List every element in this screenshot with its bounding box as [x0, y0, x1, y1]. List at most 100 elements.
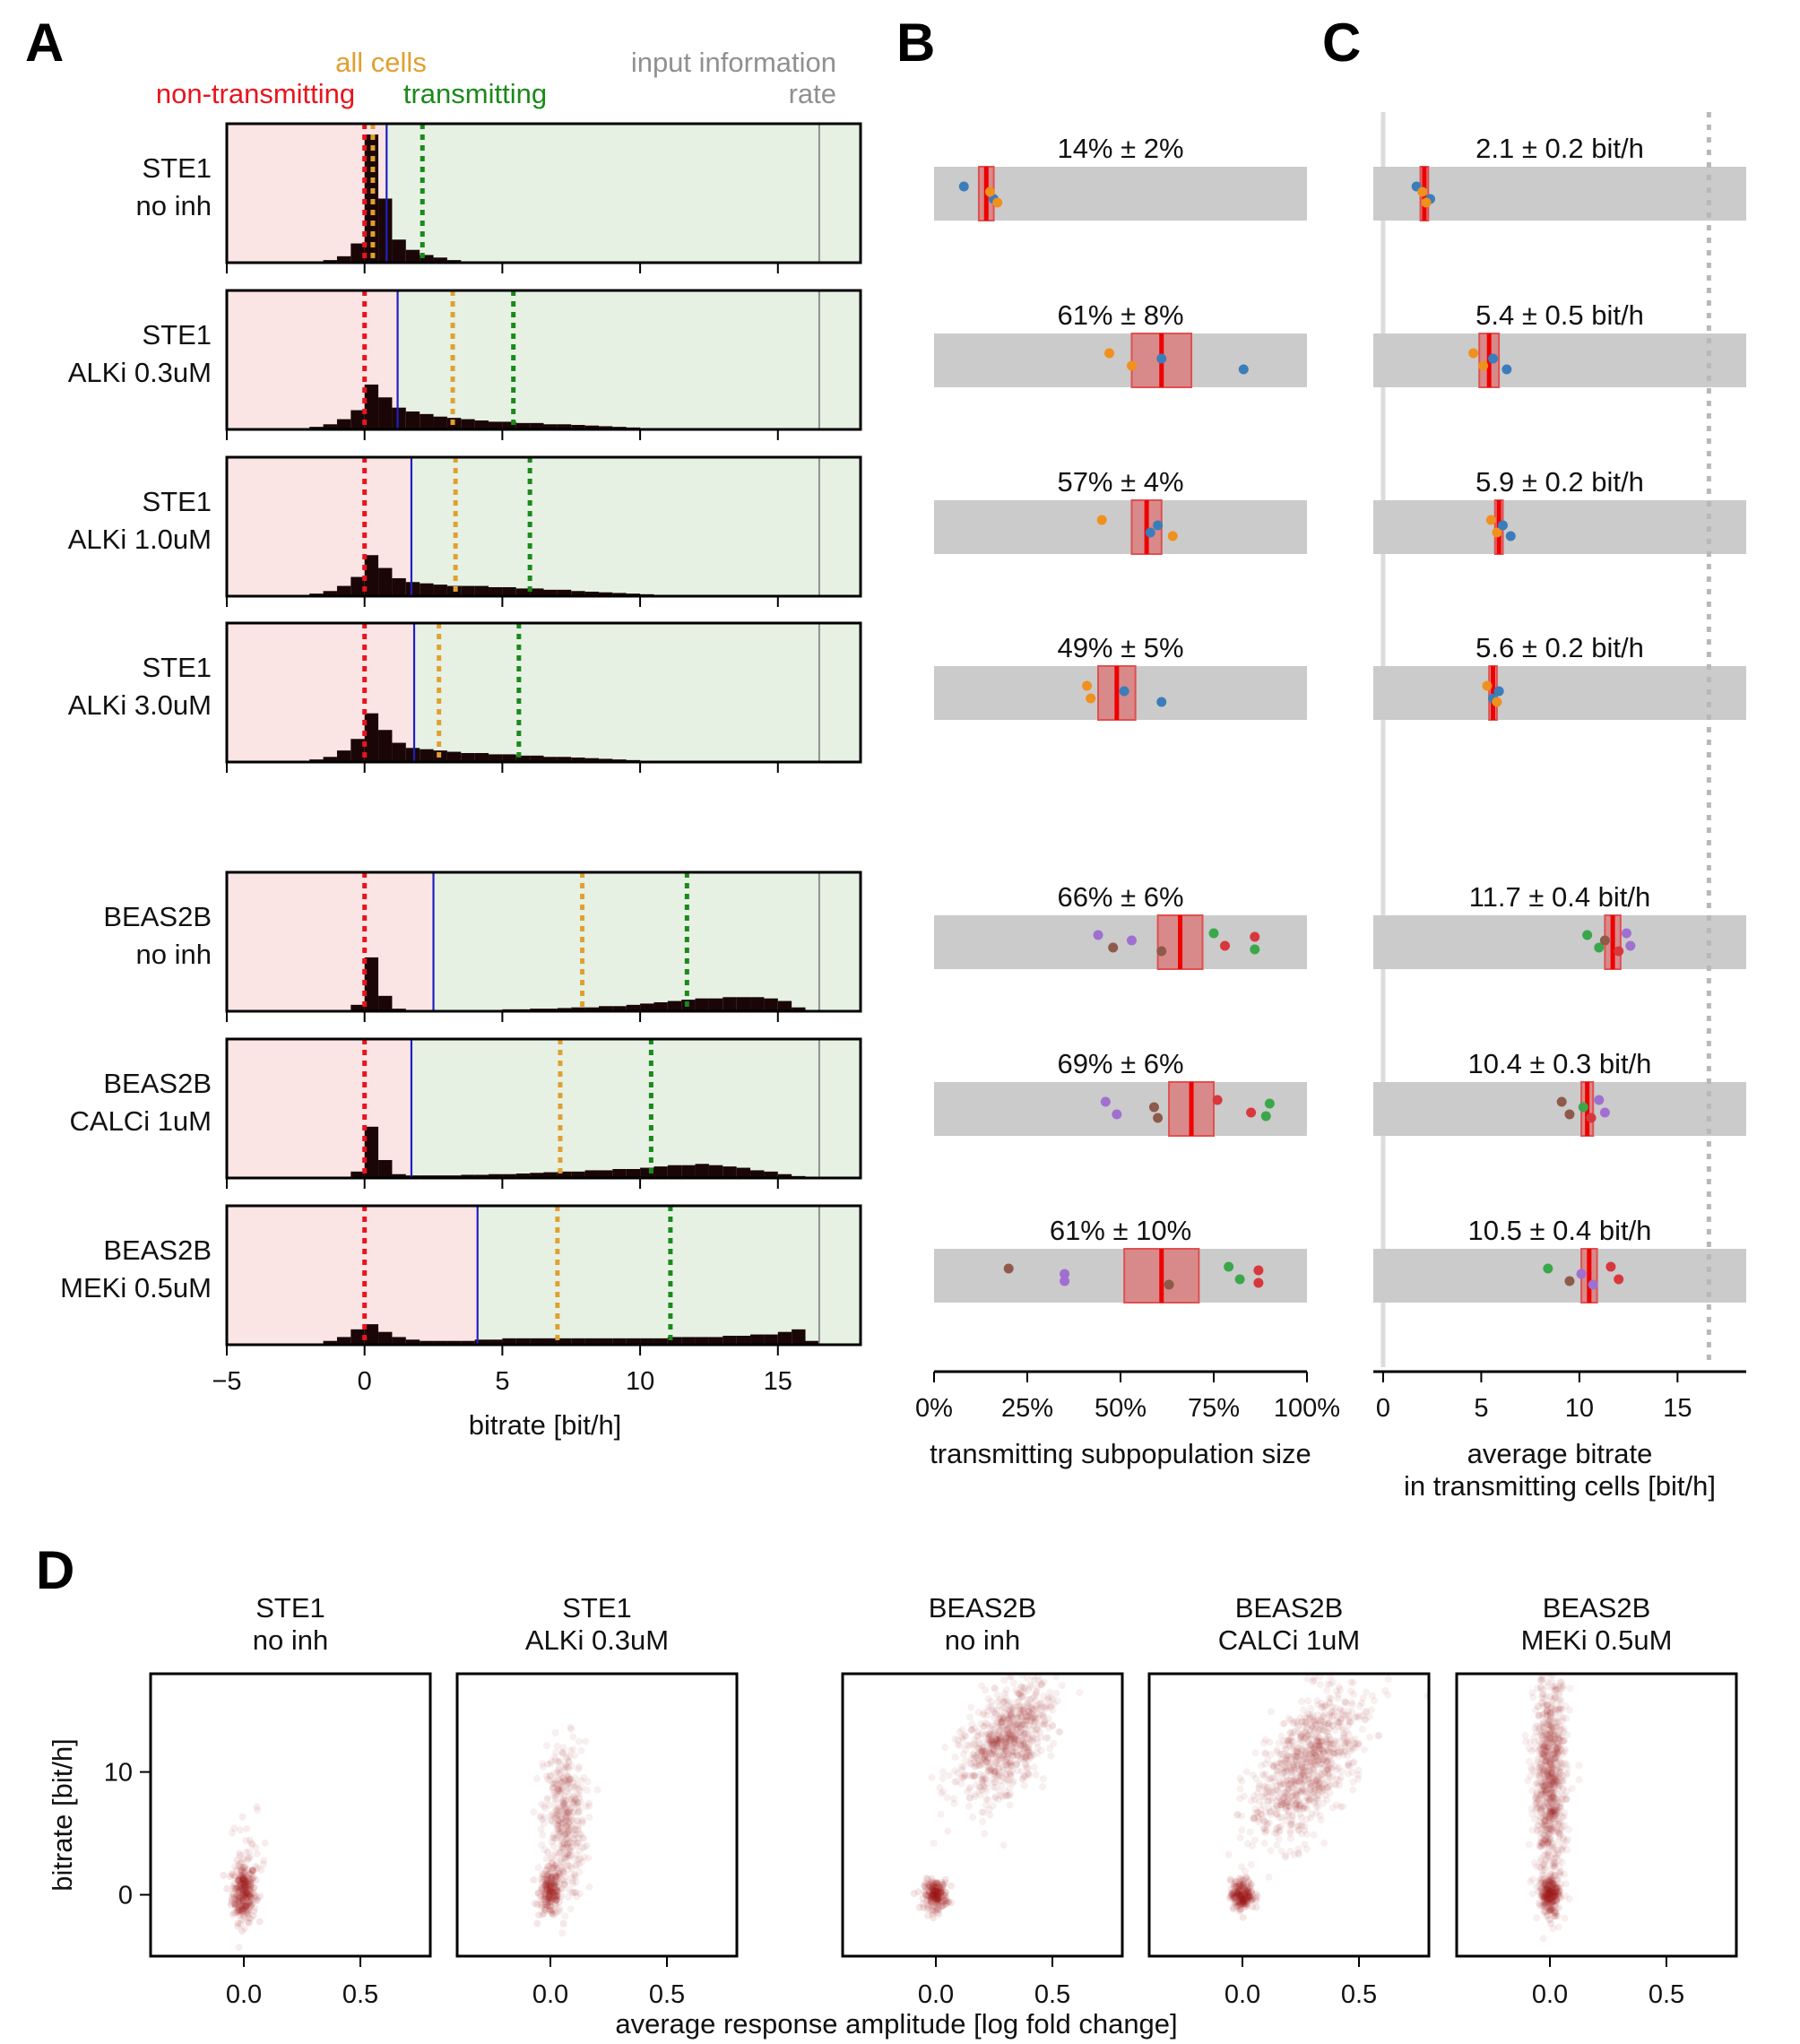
- x-axis-label-line1: average bitrate: [1467, 1438, 1653, 1469]
- scatter-point: [1552, 1897, 1560, 1905]
- scatter-point: [541, 1903, 550, 1911]
- scatter-point: [1280, 1737, 1288, 1745]
- scatter-point: [1029, 1707, 1037, 1715]
- scatter-point: [1011, 1735, 1019, 1743]
- scatter-point: [1016, 1717, 1024, 1725]
- scatter-point: [551, 1799, 559, 1807]
- scatter-point: [570, 1835, 578, 1843]
- scatter-point: [1542, 1747, 1550, 1755]
- scatter-point: [1542, 1899, 1550, 1907]
- non-transmitting-region: [227, 1206, 478, 1345]
- scatter-point: [545, 1892, 553, 1901]
- scatter-point: [1543, 1885, 1551, 1893]
- subplot-frame: [455, 1672, 739, 1958]
- scatter-point: [1233, 1811, 1242, 1819]
- scatter-point: [558, 1833, 566, 1841]
- scatter-point: [559, 1876, 567, 1884]
- scatter-point: [1539, 1935, 1547, 1943]
- scatter-point: [578, 1817, 586, 1825]
- scatter-point: [1290, 1780, 1298, 1788]
- scatter-point: [575, 1791, 583, 1799]
- scatter-point: [245, 1891, 253, 1899]
- scatter-point: [1308, 1745, 1316, 1754]
- scatter-point: [1002, 1694, 1010, 1702]
- scatter-point: [1348, 1708, 1356, 1716]
- scatter-point: [550, 1874, 558, 1882]
- scatter-point: [574, 1809, 582, 1817]
- scatter-point: [1346, 1747, 1354, 1755]
- scatter-point: [1543, 1877, 1551, 1885]
- y-tick-label: 10: [104, 1759, 133, 1788]
- scatter-point: [1315, 1788, 1323, 1796]
- scatter-point: [564, 1780, 572, 1788]
- scatter-point: [236, 1886, 244, 1894]
- scatter-point: [1014, 1688, 1022, 1696]
- scatter-point: [1539, 1891, 1547, 1899]
- scatter-point: [928, 1894, 936, 1902]
- scatter-point: [553, 1888, 561, 1896]
- scatter-point: [541, 1891, 549, 1899]
- scatter-point: [541, 1870, 549, 1878]
- scatter-point: [239, 1880, 247, 1888]
- scatter-point: [1552, 1685, 1560, 1693]
- scatter-point: [1294, 1797, 1302, 1806]
- scatter-point: [238, 1891, 247, 1899]
- scatter-point: [1548, 1884, 1556, 1892]
- scatter-point: [1545, 1898, 1553, 1906]
- scatter-point: [576, 1855, 584, 1863]
- scatter-point: [935, 1894, 943, 1902]
- scatter-point: [1269, 1773, 1277, 1781]
- scatter-point: [1381, 1686, 1389, 1694]
- scatter-point: [575, 1787, 584, 1795]
- scatter-point: [1001, 1739, 1009, 1747]
- scatter-point: [1551, 1872, 1559, 1880]
- scatter-point: [1235, 1887, 1243, 1895]
- scatter-point: [247, 1885, 255, 1893]
- scatter-point: [1327, 1739, 1335, 1747]
- scatter-point: [1276, 1804, 1285, 1812]
- scatter-point: [1023, 1674, 1031, 1682]
- scatter-point: [233, 1891, 241, 1899]
- scatter-point: [1556, 1703, 1564, 1711]
- scatter-point: [1307, 1704, 1315, 1712]
- scatter-point: [1017, 1693, 1025, 1702]
- scatter-point: [1541, 1875, 1549, 1883]
- scatter-point: [1545, 1718, 1553, 1726]
- scatter-point: [1032, 1696, 1040, 1704]
- y-axis-label: bitrate [bit/h]: [47, 1738, 78, 1892]
- scatter-point: [1044, 1715, 1052, 1723]
- scatter-point: [584, 1778, 592, 1786]
- hist-bar: [502, 754, 516, 762]
- scatter-point: [1262, 1826, 1270, 1834]
- hist-bar: [378, 397, 393, 429]
- scatter-point: [1526, 1745, 1534, 1753]
- scatter-point: [1238, 1881, 1246, 1889]
- scatter-point: [1019, 1708, 1027, 1716]
- scatter-point: [556, 1898, 564, 1906]
- gray-band: [1373, 1082, 1746, 1136]
- scatter-point: [1546, 1881, 1554, 1889]
- subplot-title-line1: BEAS2B: [1543, 1592, 1651, 1624]
- scatter-point: [924, 1875, 932, 1884]
- scatter-point: [1006, 1770, 1014, 1778]
- scatter-point: [544, 1862, 552, 1870]
- scatter-point: [1311, 1788, 1319, 1796]
- scatter-point: [1304, 1754, 1312, 1762]
- scatter-point: [1541, 1743, 1549, 1751]
- gray-band: [1373, 333, 1746, 387]
- scatter-point: [1281, 1789, 1289, 1797]
- scatter-point: [1344, 1738, 1352, 1746]
- scatter-point: [552, 1892, 560, 1900]
- scatter-point: [1280, 1794, 1288, 1802]
- scatter-point: [1034, 1704, 1042, 1712]
- scatter-point: [1288, 1816, 1296, 1824]
- scatter-point: [1354, 1713, 1363, 1721]
- scatter-point: [935, 1887, 943, 1895]
- scatter-point: [1293, 1719, 1301, 1727]
- scatter-point: [254, 1896, 262, 1904]
- scatter-point: [1532, 1728, 1540, 1736]
- data-point: [1108, 942, 1119, 953]
- scatter-point: [247, 1883, 255, 1891]
- subplot-title-line1: BEAS2B: [929, 1592, 1037, 1624]
- scatter-point: [1330, 1745, 1338, 1753]
